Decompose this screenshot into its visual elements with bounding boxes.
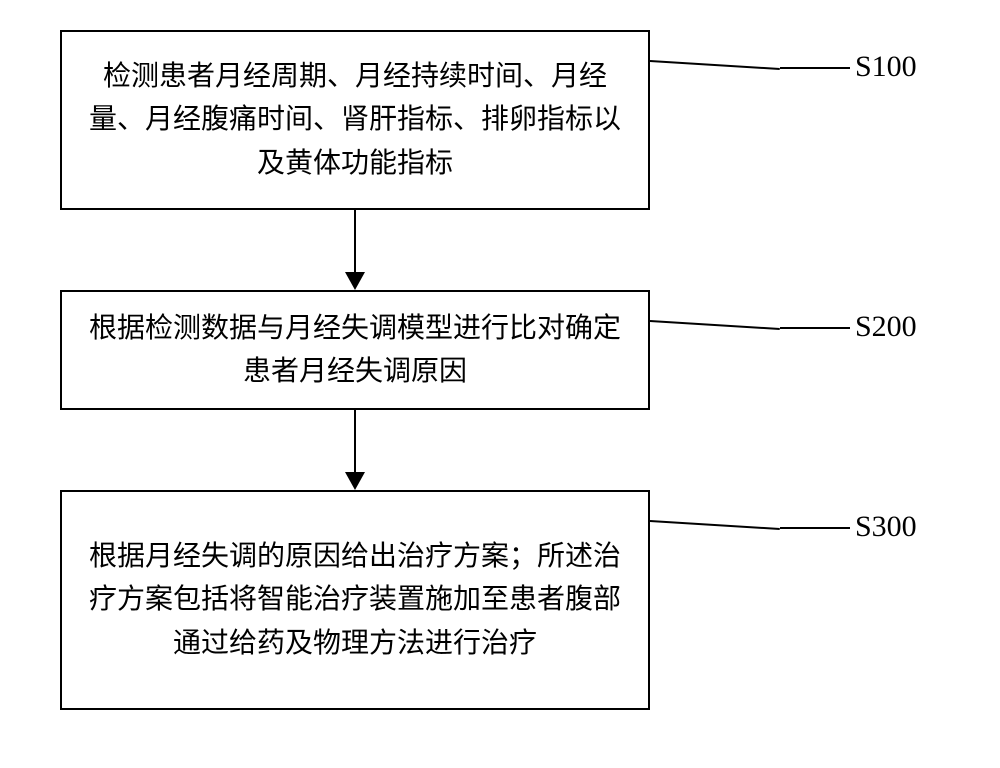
step-label-s300: S300 (855, 510, 917, 544)
arrow-head-icon (345, 472, 365, 490)
lead-line-slope (650, 60, 780, 70)
flow-box-s100: 检测患者月经周期、月经持续时间、月经量、月经腹痛时间、肾肝指标、排卵指标以及黄体… (60, 30, 650, 210)
flow-box-s300: 根据月经失调的原因给出治疗方案；所述治疗方案包括将智能治疗装置施加至患者腹部通过… (60, 490, 650, 710)
flow-box-text: 检测患者月经周期、月经持续时间、月经量、月经腹痛时间、肾肝指标、排卵指标以及黄体… (82, 55, 628, 185)
lead-line-slope (650, 520, 780, 530)
arrow-line (354, 210, 356, 272)
step-label-s200: S200 (855, 310, 917, 344)
flow-box-s200: 根据检测数据与月经失调模型进行比对确定患者月经失调原因 (60, 290, 650, 410)
lead-line-horizontal (780, 527, 850, 529)
step-label-s100: S100 (855, 50, 917, 84)
arrow-line (354, 410, 356, 472)
lead-line-horizontal (780, 67, 850, 69)
flow-box-text: 根据月经失调的原因给出治疗方案；所述治疗方案包括将智能治疗装置施加至患者腹部通过… (82, 535, 628, 665)
flowchart-canvas: 检测患者月经周期、月经持续时间、月经量、月经腹痛时间、肾肝指标、排卵指标以及黄体… (0, 0, 1000, 768)
arrow-head-icon (345, 272, 365, 290)
lead-line-horizontal (780, 327, 850, 329)
lead-line-slope (650, 320, 780, 330)
flow-box-text: 根据检测数据与月经失调模型进行比对确定患者月经失调原因 (82, 307, 628, 394)
